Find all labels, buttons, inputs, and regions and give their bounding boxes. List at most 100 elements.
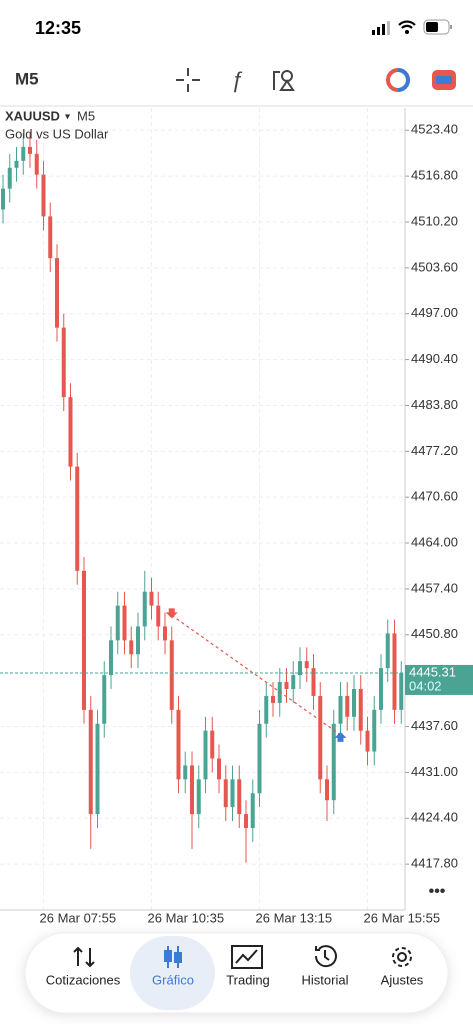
y-tick-label: 4431.00 — [411, 764, 458, 779]
candle-body — [14, 160, 19, 168]
chart-timeframe: M5 — [77, 108, 95, 123]
symbol-description: Gold vs US Dollar — [5, 126, 109, 141]
objects-icon[interactable] — [273, 70, 295, 91]
candle-body — [176, 709, 181, 780]
candle-body — [1, 188, 5, 210]
candle-body — [210, 730, 215, 759]
candle-body — [109, 640, 113, 676]
nav-item[interactable]: Trading — [226, 972, 270, 987]
bid-label-box — [405, 664, 473, 695]
candle-body — [75, 466, 80, 571]
y-tick-label: 4470.60 — [411, 489, 458, 504]
one-click-icon[interactable] — [432, 70, 456, 90]
crosshair-icon[interactable] — [176, 68, 200, 92]
bid-label: 4445.31 — [409, 664, 456, 679]
candle-body — [34, 153, 39, 175]
candle-body — [385, 633, 390, 669]
chart: 4417.80 4424.40 4431.00 4437.60 4450.80 4457.… — [0, 108, 473, 925]
timeframe-button[interactable]: M5 — [15, 69, 39, 88]
candle-body — [358, 688, 363, 731]
candle-body — [21, 146, 26, 161]
candle-body — [311, 668, 316, 696]
x-tick-label: 26 Mar 13:15 — [256, 910, 333, 925]
y-tick-label: 4437.60 — [411, 718, 458, 733]
candle-body — [345, 695, 350, 717]
candle-body — [304, 661, 309, 669]
y-tick-label: 4523.40 — [411, 122, 458, 137]
status-icons — [372, 19, 452, 35]
status-time: 12:35 — [35, 18, 81, 38]
candle-body — [372, 709, 377, 752]
y-tick-label: 4503.60 — [411, 259, 458, 274]
trade-account-icon[interactable] — [386, 68, 410, 92]
candle-body — [338, 695, 343, 724]
buy-arrow — [334, 731, 347, 742]
candle-body — [217, 758, 221, 780]
candle-body — [169, 640, 174, 710]
more-menu[interactable]: ••• — [429, 883, 446, 900]
y-tick-label: 4497.00 — [411, 305, 458, 320]
bar-countdown: 04:02 — [409, 678, 442, 693]
candle-body — [196, 779, 201, 815]
x-tick-label: 26 Mar 10:35 — [148, 910, 225, 925]
sell-arrow — [165, 608, 178, 619]
indicators-icon[interactable]: ƒ — [231, 67, 243, 92]
candle-body — [271, 695, 275, 703]
symbol[interactable]: XAUUSD — [5, 108, 60, 123]
y-tick-label: 4477.20 — [411, 443, 458, 458]
candle-body — [41, 174, 46, 217]
y-tick-label: 4457.40 — [411, 580, 458, 595]
candle-body — [399, 672, 404, 710]
bottom-nav — [24, 932, 449, 1014]
candle-body — [61, 327, 66, 398]
candle-body — [244, 814, 248, 828]
candle-body — [129, 640, 134, 655]
candle-body — [102, 675, 107, 724]
symbol-dropdown[interactable]: ▾ — [65, 112, 70, 123]
candle-body — [379, 668, 383, 710]
candle-body — [190, 765, 194, 815]
candle-body — [325, 779, 329, 801]
candle-body — [365, 730, 370, 752]
y-tick-label: 4464.00 — [411, 534, 458, 549]
candle-body — [163, 626, 167, 641]
candle-body — [122, 605, 127, 641]
nav-item[interactable]: Ajustes — [381, 972, 424, 987]
y-tick-label: 4424.40 — [411, 810, 458, 825]
candle-body — [223, 779, 228, 808]
x-tick-label: 26 Mar 15:55 — [364, 910, 441, 925]
candle-body — [264, 695, 269, 724]
candle-body — [352, 688, 356, 717]
candle-body — [55, 258, 59, 328]
y-tick-label: 4490.40 — [411, 351, 458, 366]
candle-body — [183, 765, 188, 780]
trade-line — [171, 614, 341, 736]
y-tick-label: 4483.80 — [411, 397, 458, 412]
candle-body — [7, 167, 12, 189]
candle-body — [68, 397, 73, 467]
candle-body — [318, 695, 323, 780]
candle-body — [392, 633, 397, 710]
nav-item[interactable]: Gráfico — [152, 972, 194, 987]
candle-body — [156, 605, 161, 627]
nav-item[interactable]: Cotizaciones — [46, 972, 121, 987]
nav-item[interactable]: Historial — [302, 972, 349, 987]
candle-body — [250, 793, 255, 828]
candle-body — [95, 723, 100, 815]
candle-body — [142, 591, 147, 627]
candle-body — [48, 216, 53, 259]
y-tick-label: 4516.80 — [411, 168, 458, 183]
candle-body — [28, 146, 32, 154]
candle-body — [115, 605, 120, 641]
candle-body — [284, 682, 289, 689]
candle-body — [82, 570, 86, 710]
candle-body — [88, 709, 93, 815]
candle-body — [136, 626, 140, 655]
candle-body — [149, 591, 154, 606]
candle-body — [298, 661, 302, 676]
plot-area — [0, 108, 405, 910]
candle-body — [230, 779, 235, 808]
candle-body — [257, 723, 262, 794]
